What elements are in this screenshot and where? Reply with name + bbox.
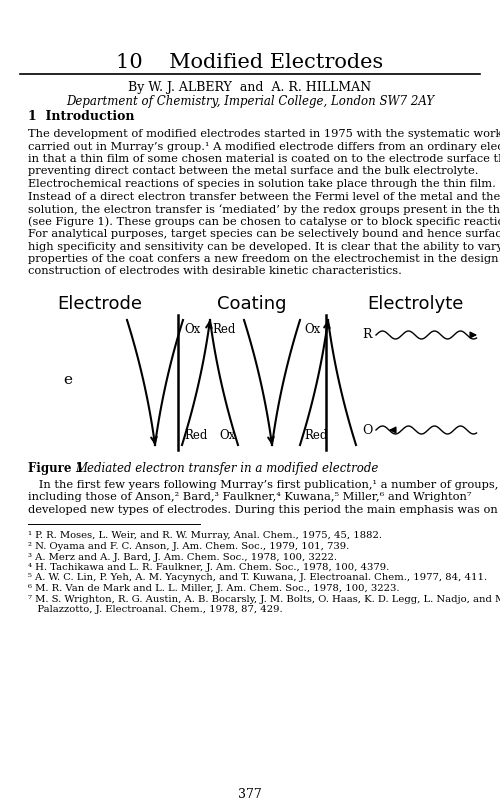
Text: The development of modified electrodes started in 1975 with the systematic work: The development of modified electrodes s… xyxy=(28,129,500,139)
Text: Figure 1: Figure 1 xyxy=(28,462,92,475)
Text: O: O xyxy=(362,424,372,437)
Text: For analytical purposes, target species can be selectively bound and hence surfa: For analytical purposes, target species … xyxy=(28,229,500,239)
Text: 1  Introduction: 1 Introduction xyxy=(28,109,134,122)
Text: ² N. Oyama and F. C. Anson, J. Am. Chem. Soc., 1979, 101, 739.: ² N. Oyama and F. C. Anson, J. Am. Chem.… xyxy=(28,542,349,551)
Text: Ox: Ox xyxy=(304,323,320,336)
Text: ⁴ H. Tachikawa and L. R. Faulkner, J. Am. Chem. Soc., 1978, 100, 4379.: ⁴ H. Tachikawa and L. R. Faulkner, J. Am… xyxy=(28,563,389,572)
Text: Red: Red xyxy=(212,323,236,336)
Text: construction of electrodes with desirable kinetic characteristics.: construction of electrodes with desirabl… xyxy=(28,266,402,276)
Text: in that a thin film of some chosen material is coated on to the electrode surfac: in that a thin film of some chosen mater… xyxy=(28,154,500,164)
Text: e: e xyxy=(64,373,72,386)
Text: solution, the electron transfer is ‘mediated’ by the redox groups present in the: solution, the electron transfer is ‘medi… xyxy=(28,204,500,215)
Text: Instead of a direct electron transfer between the Fermi level of the metal and t: Instead of a direct electron transfer be… xyxy=(28,191,500,202)
Text: Ox: Ox xyxy=(220,429,236,442)
Text: (see Figure 1). These groups can be chosen to catalyse or to block specific reac: (see Figure 1). These groups can be chos… xyxy=(28,216,500,227)
Text: Coating: Coating xyxy=(217,295,287,313)
Text: ⁶ M. R. Van de Mark and L. L. Miller, J. Am. Chem. Soc., 1978, 100, 3223.: ⁶ M. R. Van de Mark and L. L. Miller, J.… xyxy=(28,584,400,593)
Text: Mediated electron transfer in a modified electrode: Mediated electron transfer in a modified… xyxy=(75,462,378,475)
Text: R: R xyxy=(362,329,372,342)
Text: Ox: Ox xyxy=(184,323,200,336)
Text: ⁵ A. W. C. Lin, P. Yeh, A. M. Yacynych, and T. Kuwana, J. Electroanal. Chem., 19: ⁵ A. W. C. Lin, P. Yeh, A. M. Yacynych, … xyxy=(28,573,487,582)
Text: In the first few years following Murray’s first publication,¹ a number of groups: In the first few years following Murray’… xyxy=(28,480,498,490)
Text: Department of Chemistry, Imperial College, London SW7 2AY: Department of Chemistry, Imperial Colleg… xyxy=(66,95,434,108)
Text: carried out in Murray’s group.¹ A modified electrode differs from an ordinary el: carried out in Murray’s group.¹ A modifi… xyxy=(28,142,500,151)
Text: 10    Modified Electrodes: 10 Modified Electrodes xyxy=(116,53,384,71)
Text: Electrode: Electrode xyxy=(58,295,142,313)
Text: Electrochemical reactions of species in solution take place through the thin fil: Electrochemical reactions of species in … xyxy=(28,179,496,189)
Text: By W. J. ALBERY  and  A. R. HILLMAN: By W. J. ALBERY and A. R. HILLMAN xyxy=(128,82,372,95)
Text: Red: Red xyxy=(184,429,208,442)
Text: high specificity and sensitivity can be developed. It is clear that the ability : high specificity and sensitivity can be … xyxy=(28,241,500,251)
Text: Palazzotto, J. Electroanal. Chem., 1978, 87, 429.: Palazzotto, J. Electroanal. Chem., 1978,… xyxy=(28,605,282,614)
Text: preventing direct contact between the metal surface and the bulk electrolyte.: preventing direct contact between the me… xyxy=(28,167,478,177)
Text: ¹ P. R. Moses, L. Weir, and R. W. Murray, Anal. Chem., 1975, 45, 1882.: ¹ P. R. Moses, L. Weir, and R. W. Murray… xyxy=(28,531,382,540)
Text: ⁷ M. S. Wrighton, R. G. Austin, A. B. Bocarsly, J. M. Bolts, O. Haas, K. D. Legg: ⁷ M. S. Wrighton, R. G. Austin, A. B. Bo… xyxy=(28,595,500,603)
Text: developed new types of electrodes. During this period the main emphasis was on t: developed new types of electrodes. Durin… xyxy=(28,505,500,515)
Text: Red: Red xyxy=(304,429,328,442)
Text: properties of the coat confers a new freedom on the electrochemist in the design: properties of the coat confers a new fre… xyxy=(28,254,500,264)
Text: ³ A. Merz and A. J. Bard, J. Am. Chem. Soc., 1978, 100, 3222.: ³ A. Merz and A. J. Bard, J. Am. Chem. S… xyxy=(28,552,337,561)
Text: Electrolyte: Electrolyte xyxy=(367,295,463,313)
Text: 377: 377 xyxy=(238,788,262,802)
Text: including those of Anson,² Bard,³ Faulkner,⁴ Kuwana,⁵ Miller,⁶ and Wrighton⁷: including those of Anson,² Bard,³ Faulkn… xyxy=(28,492,471,502)
